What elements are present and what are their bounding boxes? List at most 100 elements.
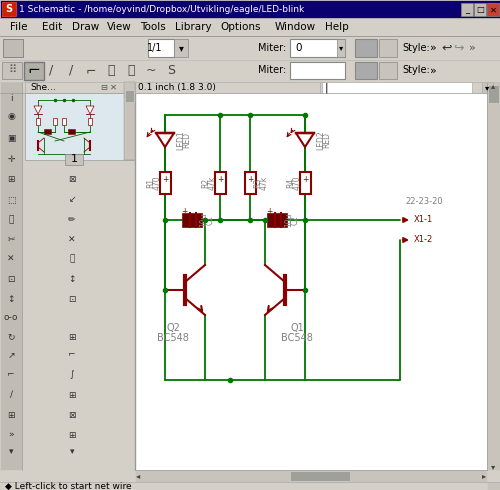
Text: ⊡: ⊡: [7, 274, 15, 284]
Text: 0: 0: [295, 43, 302, 53]
Text: ⊠: ⊠: [68, 411, 76, 419]
Bar: [44, 129, 51, 134]
Text: 470: 470: [292, 176, 302, 190]
Polygon shape: [156, 133, 174, 147]
Bar: [355, 62, 377, 79]
Text: R2: R2: [202, 178, 210, 188]
Text: ⌐: ⌐: [28, 63, 40, 78]
Text: LED1: LED1: [176, 130, 185, 150]
Bar: [0, 482, 500, 490]
Text: ⌒: ⌒: [107, 64, 115, 77]
Text: BC548: BC548: [157, 333, 189, 343]
Text: Window: Window: [275, 22, 316, 32]
Text: ⊞: ⊞: [68, 333, 76, 342]
Text: »: »: [468, 43, 475, 53]
Text: ▾: ▾: [70, 447, 74, 457]
Text: S: S: [6, 4, 12, 15]
Text: 470: 470: [152, 176, 162, 190]
Bar: [355, 39, 377, 57]
Bar: [135, 93, 487, 470]
Text: RED: RED: [322, 132, 331, 148]
Text: □: □: [476, 5, 484, 15]
Bar: [66, 39, 84, 57]
Bar: [25, 82, 135, 93]
Text: ◂: ◂: [136, 471, 140, 481]
Text: ⠿: ⠿: [8, 66, 16, 75]
Text: Library: Library: [175, 22, 212, 32]
Text: +: +: [302, 175, 308, 185]
Bar: [46, 39, 64, 57]
Text: +: +: [247, 175, 253, 185]
Bar: [135, 470, 487, 482]
Text: ⌐: ⌐: [86, 64, 96, 77]
Bar: [24, 62, 44, 80]
Bar: [337, 39, 345, 57]
Text: ↕: ↕: [7, 294, 15, 303]
Text: 22-23-20: 22-23-20: [405, 197, 442, 206]
Bar: [3, 39, 23, 57]
Text: ▸: ▸: [482, 471, 486, 481]
Bar: [214, 172, 226, 194]
Text: o-o: o-o: [4, 313, 18, 321]
Bar: [461, 3, 473, 17]
Text: R4: R4: [286, 178, 296, 188]
Text: +: +: [217, 175, 223, 185]
Bar: [379, 62, 397, 79]
Text: 🔴: 🔴: [70, 254, 74, 264]
Bar: [474, 3, 486, 17]
Bar: [0, 36, 500, 60]
Text: 10u: 10u: [200, 213, 208, 227]
Text: ↻: ↻: [7, 333, 15, 342]
Text: Options: Options: [220, 22, 260, 32]
Bar: [174, 39, 188, 57]
Text: ◉: ◉: [7, 113, 15, 122]
Bar: [0, 82, 22, 470]
Bar: [182, 213, 202, 227]
Text: 47k: 47k: [260, 176, 268, 190]
Bar: [244, 172, 256, 194]
Bar: [0, 82, 135, 470]
Text: Q2: Q2: [166, 323, 180, 333]
Bar: [2, 62, 22, 79]
Text: ▾: ▾: [9, 447, 13, 457]
Text: ↗: ↗: [7, 350, 15, 360]
Text: ▣: ▣: [7, 134, 15, 144]
Text: X1-1: X1-1: [414, 216, 433, 224]
Text: ⊟: ⊟: [100, 83, 107, 92]
Text: _: _: [465, 5, 469, 15]
Bar: [26, 39, 44, 57]
Text: »: »: [430, 43, 437, 53]
Text: ⊞: ⊞: [68, 113, 76, 122]
Text: R3: R3: [254, 178, 262, 188]
Text: +: +: [181, 206, 187, 216]
Text: ⌒: ⌒: [127, 64, 135, 77]
Bar: [290, 39, 345, 57]
Text: Draw: Draw: [72, 22, 99, 32]
Text: ⌐: ⌐: [68, 350, 76, 360]
Text: Style:: Style:: [402, 43, 430, 53]
Bar: [65, 154, 83, 165]
Text: 🚶: 🚶: [70, 155, 74, 165]
Text: /: /: [69, 64, 73, 77]
Bar: [0, 18, 500, 36]
Text: File: File: [10, 22, 28, 32]
Text: ⊞: ⊞: [7, 411, 15, 419]
Bar: [482, 82, 493, 93]
Text: 0.1 inch (1.8 3.0): 0.1 inch (1.8 3.0): [138, 83, 216, 92]
Text: S: S: [167, 64, 175, 77]
Text: RED: RED: [182, 132, 191, 148]
Bar: [379, 39, 397, 57]
Text: Miter:: Miter:: [258, 43, 286, 53]
Bar: [487, 3, 499, 17]
Text: ∕: ∕: [10, 391, 12, 399]
Text: ▾: ▾: [339, 44, 343, 52]
Text: ⊞: ⊞: [68, 391, 76, 399]
Bar: [53, 119, 57, 125]
Text: +: +: [266, 206, 272, 216]
Text: ✕: ✕: [110, 83, 116, 92]
Text: 1: 1: [70, 154, 78, 165]
Bar: [0, 0, 500, 18]
Text: ⊞: ⊞: [7, 175, 15, 185]
Bar: [68, 129, 75, 134]
Text: ▾: ▾: [492, 463, 496, 471]
